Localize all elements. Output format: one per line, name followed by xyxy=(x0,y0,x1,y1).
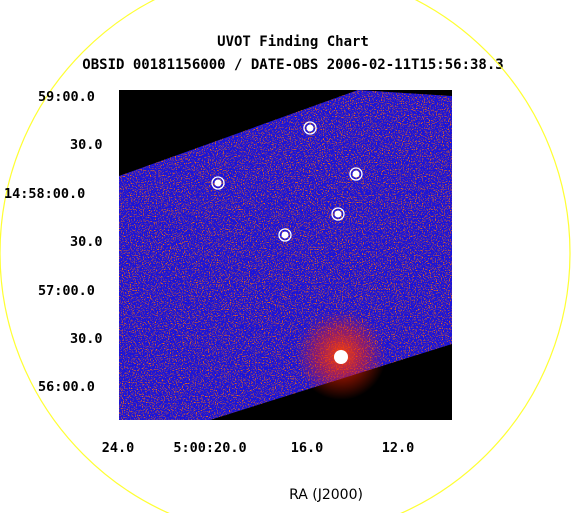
source-core xyxy=(281,231,289,239)
y-tick-label: 30.0 xyxy=(70,331,103,347)
source-core xyxy=(334,210,342,218)
source-core xyxy=(352,170,360,178)
source-core xyxy=(306,124,314,132)
chart-title: UVOT Finding Chart xyxy=(217,34,369,50)
y-tick-label: 30.0 xyxy=(70,137,103,153)
x-tick-label: 24.0 xyxy=(102,440,135,456)
source-core xyxy=(214,179,222,187)
source-marker-circle xyxy=(334,350,348,364)
source-marker-circle xyxy=(349,167,363,181)
y-tick-label: 59:00.0 xyxy=(38,89,95,105)
source-marker-circle xyxy=(211,176,225,190)
y-tick-label: 30.0 xyxy=(70,234,103,250)
chart-subtitle: OBSID 00181156000 / DATE-OBS 2006-02-11T… xyxy=(82,57,504,73)
source-marker-circle xyxy=(331,207,345,221)
y-tick-label: 14:58:00.0 xyxy=(4,186,85,202)
x-axis-label: RA (J2000) xyxy=(289,487,363,503)
source-core xyxy=(334,350,348,364)
x-tick-label: 5:00:20.0 xyxy=(173,440,246,456)
x-tick-label: 12.0 xyxy=(382,440,415,456)
field-of-view-circle xyxy=(0,0,571,513)
x-tick-label: 16.0 xyxy=(291,440,324,456)
source-marker-circle xyxy=(303,121,317,135)
source-marker-circle xyxy=(278,228,292,242)
y-tick-label: 57:00.0 xyxy=(38,283,95,299)
y-tick-label: 56:00.0 xyxy=(38,379,95,395)
